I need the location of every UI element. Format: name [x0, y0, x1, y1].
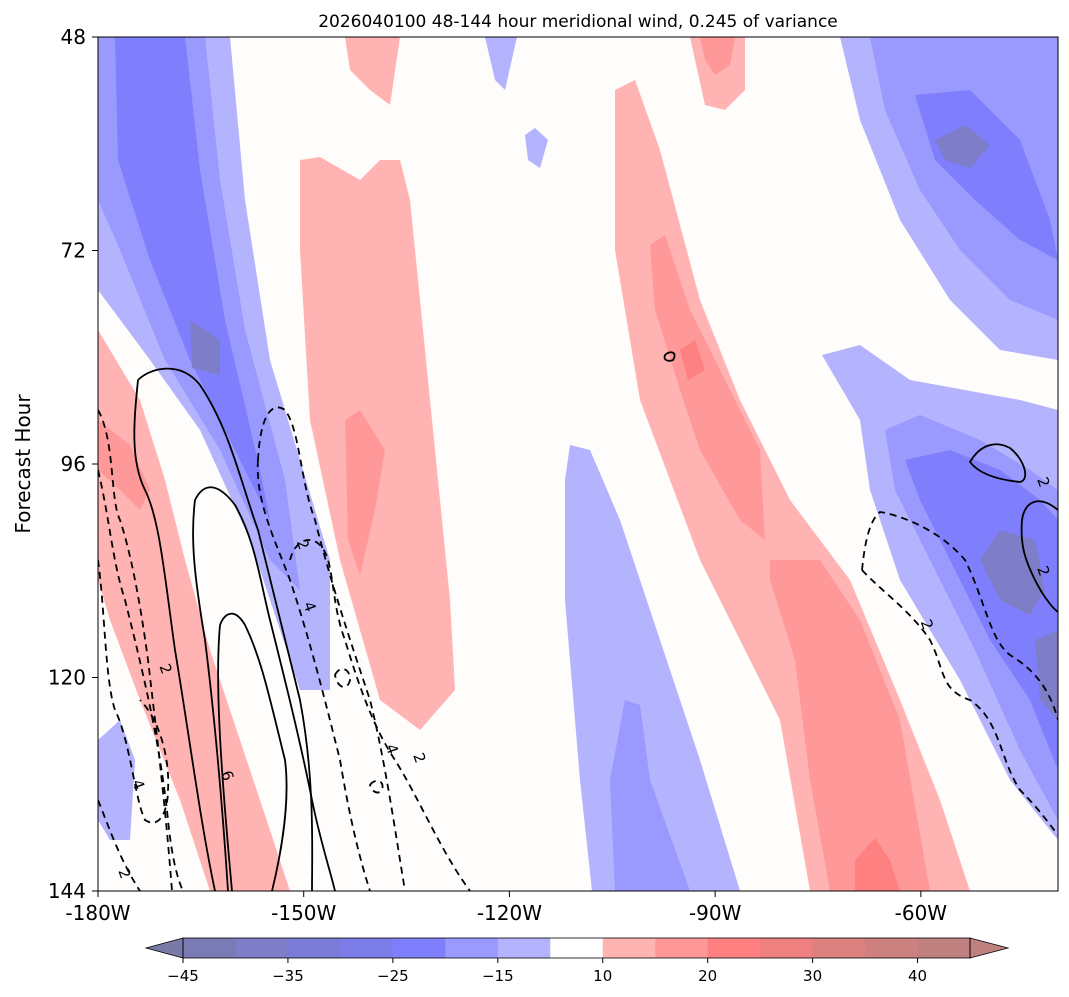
colorbar-segment	[235, 938, 289, 958]
colorbar-segment	[183, 938, 236, 958]
shade-blue-east-dark	[980, 530, 1045, 615]
colorbar-tick-label: −15	[482, 967, 514, 985]
shade-red-east-core2	[770, 560, 930, 891]
colorbar-tick-label: 10	[593, 967, 612, 985]
y-tick-label: 120	[48, 666, 86, 690]
contour-dashed-f	[256, 459, 371, 891]
colorbar-segment	[445, 938, 499, 958]
contour-solid-b	[133, 379, 216, 891]
colorbar-tick-label: −45	[167, 967, 199, 985]
contour-solid-e	[219, 612, 288, 891]
y-tick-label: 48	[61, 25, 86, 49]
colorbar-over	[969, 937, 1010, 959]
colorbar-segment	[655, 938, 709, 958]
shade-red-east-dark2	[855, 838, 900, 891]
contour-dashed-k	[861, 569, 1058, 836]
colorbar-tick-label: 30	[803, 967, 822, 985]
contour-dashed-e	[257, 406, 406, 891]
y-tick-label: 144	[48, 879, 86, 903]
shade-red-west	[98, 330, 290, 891]
contour-solid-h	[968, 443, 1027, 483]
x-tick-label: -90W	[689, 901, 742, 925]
shade-blue-west-core	[115, 37, 270, 520]
colorbar-segment	[707, 938, 761, 958]
contour-solid-g	[663, 351, 676, 362]
shade-red-east-core	[650, 235, 765, 540]
colorbar-tick-label: −35	[272, 967, 304, 985]
colorbar-segment	[287, 938, 341, 958]
colorbar-segment	[917, 938, 971, 958]
contour-dashed-h	[334, 668, 351, 688]
colorbar-segment	[392, 938, 446, 958]
shade-blue-blob	[525, 128, 548, 168]
line-contours	[133, 351, 1058, 891]
x-tick-label: -120W	[477, 901, 542, 925]
chart-title: 2026040100 48-144 hour meridional wind, …	[318, 12, 838, 32]
dashed-contours	[98, 406, 1058, 891]
x-tick-label: -180W	[65, 901, 130, 925]
y-axis: 48 72 96 120 144	[48, 25, 98, 903]
colorbar-segment	[812, 938, 866, 958]
shade-blue-central-core	[610, 700, 690, 891]
shade-blue-east-core	[905, 450, 1058, 770]
colorbar-segment	[865, 938, 919, 958]
contour-dashed-i	[369, 779, 384, 794]
contour-solid-c	[194, 486, 336, 891]
colorbar-segment	[602, 938, 656, 958]
x-tick-label: -150W	[271, 901, 336, 925]
colorbar-segment	[497, 938, 551, 958]
shade-blue-east-dark2	[1035, 630, 1058, 720]
y-axis-label: Forecast Hour	[11, 394, 35, 534]
contour-solid-d	[192, 499, 229, 891]
shade-blue-west-dark	[190, 320, 220, 375]
contour-dashed-g	[289, 539, 471, 891]
shade-blue-top	[485, 37, 517, 90]
x-axis: -180W -150W -120W -90W -60W	[65, 891, 947, 925]
contour-solid-i	[1020, 500, 1058, 613]
colorbar: −45 −35 −25 −15 10 20 30 40	[144, 937, 1010, 985]
contour-dashed-a	[98, 409, 173, 891]
shade-red-top-core	[700, 37, 735, 75]
y-tick-label: 96	[61, 452, 86, 476]
x-tick-label: -60W	[895, 901, 948, 925]
contour-dashed-j	[861, 511, 1058, 721]
colorbar-segment	[550, 938, 604, 958]
shade-blue-southwest	[98, 720, 135, 840]
colorbar-frame	[182, 937, 971, 959]
colorbar-segment	[340, 938, 394, 958]
colorbar-tick-label: 20	[698, 967, 717, 985]
shade-red-east-dark	[680, 340, 705, 380]
shade-red-west-core	[98, 420, 150, 510]
contour-dashed-d	[98, 799, 141, 891]
contour-solid-a	[137, 367, 314, 891]
contour-solid-f	[217, 624, 233, 891]
shade-blue-central	[565, 445, 740, 891]
shade-blue-northeast-dark	[935, 125, 990, 168]
shade-red-north	[345, 37, 400, 105]
shade-red-central-core	[345, 410, 385, 575]
contour-dashed-c	[98, 559, 170, 824]
filled-contours	[98, 37, 1058, 891]
colorbar-segment	[760, 938, 814, 958]
y-tick-label: 72	[61, 239, 86, 263]
colorbar-tick-label: −25	[377, 967, 409, 985]
colorbar-under	[144, 937, 184, 959]
colorbar-tick-label: 40	[908, 967, 927, 985]
